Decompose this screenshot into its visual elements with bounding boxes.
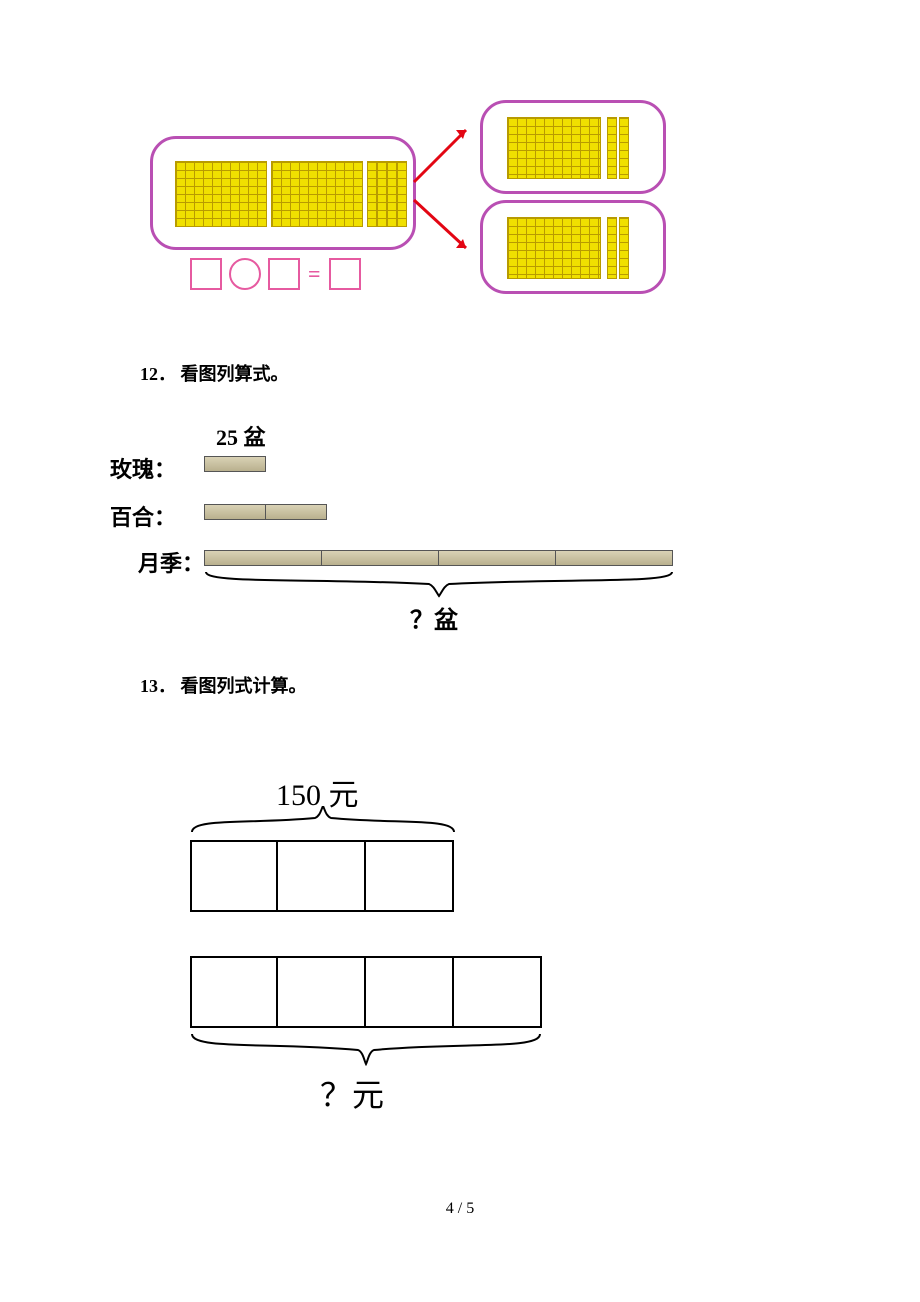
equation-blanks: = <box>190 258 361 290</box>
q13-top-brace <box>190 806 456 836</box>
equation-blank-box <box>329 258 361 290</box>
bar-segment <box>321 550 439 566</box>
hundred-block <box>507 217 601 279</box>
left-group-frame <box>150 136 416 250</box>
right-top-group-frame <box>480 100 666 194</box>
page-number: 4 / 5 <box>0 1200 920 1218</box>
ten-stick <box>619 217 629 279</box>
worksheet-page: = 12． 看图列算式。 25 盆 玫瑰： <box>0 0 920 1302</box>
split-arrows <box>406 100 486 300</box>
q13-title: 看图列式计算。 <box>181 676 307 696</box>
bar-segment <box>204 550 322 566</box>
hundred-block <box>507 117 601 179</box>
right-bottom-group-frame <box>480 200 666 294</box>
q12-rose-bar <box>204 456 266 477</box>
q12-row-label-lily: 百合： <box>110 500 176 532</box>
bar-segment <box>555 550 673 566</box>
equation-blank-box <box>268 258 300 290</box>
q13-bottom-row <box>190 956 542 1028</box>
hundred-block <box>175 161 267 227</box>
q12-bottom-brace <box>204 570 674 600</box>
q13-bottom-brace-label: ？元 <box>320 1070 384 1116</box>
q11-base-ten-diagram: = <box>150 100 670 320</box>
equals-sign: = <box>308 261 321 287</box>
q12-brace-label: ？盆 <box>410 600 458 635</box>
q13-cell <box>366 840 454 912</box>
q13-cell <box>190 840 278 912</box>
q12-number: 12． <box>140 364 176 384</box>
bar-segment <box>265 504 327 520</box>
q12-bar-diagram: 25 盆 玫瑰： 百合： 月季： ？盆 <box>110 420 670 640</box>
ten-stick <box>607 117 617 179</box>
ten-stick <box>377 161 387 227</box>
ten-stick <box>619 117 629 179</box>
q13-heading: 13． 看图列式计算。 <box>140 672 307 698</box>
equation-operator-circle <box>229 258 261 290</box>
q12-unit-label: 25 盆 <box>216 420 266 452</box>
equation-blank-box <box>190 258 222 290</box>
ten-stick <box>607 217 617 279</box>
bar-segment <box>204 504 266 520</box>
q12-heading: 12． 看图列算式。 <box>140 360 289 386</box>
hundred-block <box>271 161 363 227</box>
q12-lily-bar <box>204 504 327 520</box>
q13-top-row <box>190 840 454 912</box>
q13-cell <box>190 956 278 1028</box>
q12-title: 看图列算式。 <box>181 364 289 384</box>
q12-monthly-bar <box>204 550 673 566</box>
ten-stick <box>387 161 397 227</box>
bar-segment <box>204 456 266 472</box>
q13-bottom-brace <box>190 1032 542 1066</box>
q13-cell <box>366 956 454 1028</box>
q12-row-label-rose: 玫瑰： <box>110 452 176 484</box>
q13-cell <box>278 956 366 1028</box>
ten-stick <box>367 161 377 227</box>
q13-cell <box>278 840 366 912</box>
bar-segment <box>438 550 556 566</box>
q13-cell <box>454 956 542 1028</box>
q13-number: 13． <box>140 676 176 696</box>
q12-row-label-monthly: 月季： <box>138 546 204 578</box>
